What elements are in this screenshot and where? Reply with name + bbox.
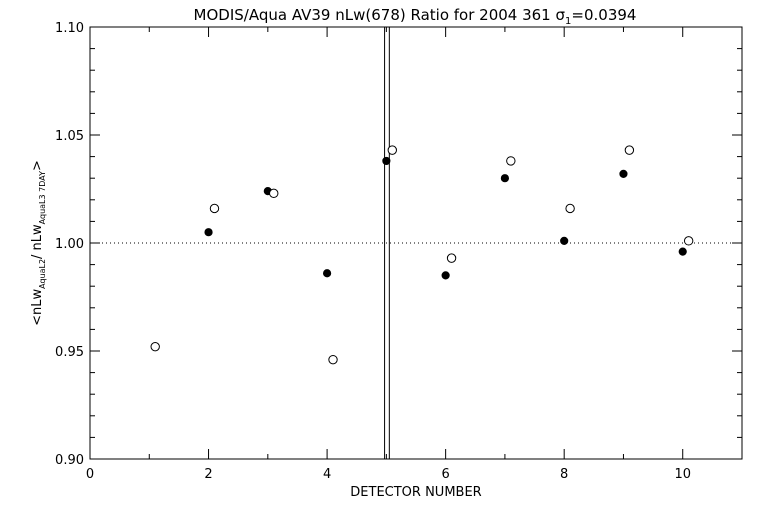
x-tick-label: 0 (86, 467, 94, 482)
filled-data-point (560, 236, 569, 245)
y-tick-label: 1.05 (55, 129, 84, 144)
filled-data-point (382, 156, 391, 166)
plot-frame (89, 26, 743, 460)
open-data-point (624, 145, 635, 155)
x-tick-label: 6 (441, 467, 449, 482)
open-data-point (209, 203, 220, 214)
filled-data-point (619, 169, 628, 178)
reference-lines (90, 27, 742, 459)
x-tick-label: 10 (674, 467, 691, 482)
chart-title: MODIS/Aqua AV39 nLw(678) Ratio for 2004 … (194, 6, 637, 27)
filled-data-point (204, 228, 213, 237)
open-data-point (506, 156, 516, 166)
y-tick-labels: 0.90 0.95 1.00 1.05 1.10 (55, 21, 84, 468)
data-points (150, 145, 694, 365)
axis-ticks (89, 26, 743, 460)
open-data-point (150, 341, 160, 352)
open-data-point (328, 354, 338, 365)
y-tick-label: 1.00 (55, 237, 84, 252)
y-tick-label: 0.95 (55, 345, 84, 360)
plot-area-border (89, 26, 743, 460)
filled-data-point (678, 247, 687, 256)
open-data-point (683, 236, 694, 246)
y-tick-label: 1.10 (55, 21, 84, 36)
x-tick-label: 8 (560, 467, 568, 482)
open-data-point (269, 188, 279, 199)
x-tick-labels: 0 2 4 6 8 10 (86, 467, 691, 482)
open-data-point (387, 145, 397, 155)
x-axis-label: DETECTOR NUMBER (350, 485, 481, 500)
filled-data-point (500, 174, 510, 183)
x-tick-label: 4 (323, 467, 331, 482)
filled-data-point (441, 271, 450, 280)
y-tick-label: 0.90 (55, 453, 84, 468)
y-axis-label: <nLwAquaL2/ nLwAquaL3 7DAY> (30, 160, 47, 326)
x-tick-label: 2 (204, 467, 212, 482)
open-data-point (565, 203, 575, 214)
filled-data-point (322, 269, 332, 278)
open-data-point (446, 253, 457, 263)
